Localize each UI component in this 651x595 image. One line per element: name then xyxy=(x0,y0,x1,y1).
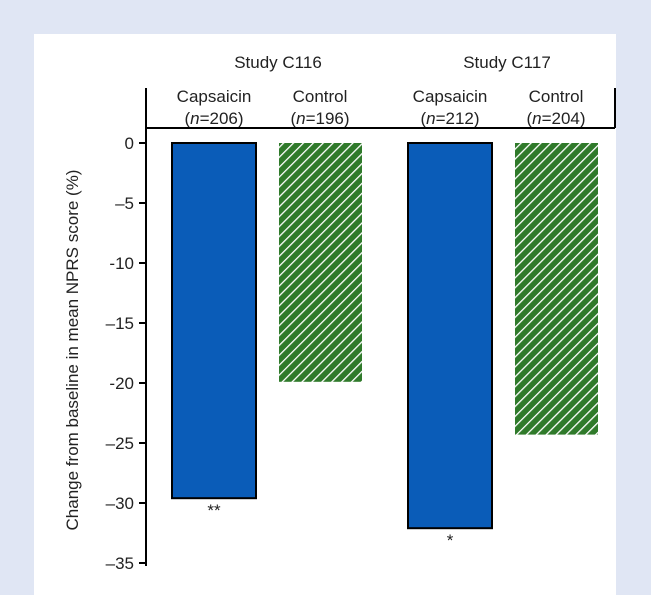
y-tick-label: -10 xyxy=(109,254,134,273)
group-n-label: (n=206) xyxy=(184,109,243,128)
significance-marker: * xyxy=(447,531,454,550)
y-tick-label: –30 xyxy=(106,494,134,513)
group-label: Capsaicin xyxy=(177,87,252,106)
study-headers: Study C116 Capsaicin (n=206) Control (n=196)… xyxy=(177,53,586,128)
y-axis-label: Change from baseline in mean NPRS score … xyxy=(63,170,82,531)
y-tick-label: -20 xyxy=(109,374,134,393)
group-label: Capsaicin xyxy=(413,87,488,106)
control-bar xyxy=(515,143,598,435)
control-bar xyxy=(279,143,362,382)
capsaicin-bar xyxy=(408,143,492,528)
y-tick-label: –15 xyxy=(106,314,134,333)
group-n-label: (n=204) xyxy=(526,109,585,128)
y-tick-label: –25 xyxy=(106,434,134,453)
group-n-label: (n=196) xyxy=(290,109,349,128)
group-label: Control xyxy=(293,87,348,106)
y-tick-label: 0 xyxy=(125,134,134,153)
significance-marker: ** xyxy=(207,501,221,520)
y-tick-label: –5 xyxy=(115,194,134,213)
y-tick-label: –35 xyxy=(106,554,134,573)
y-axis-ticks: 0 –5 -10 –15 -20 –25 –30 –35 xyxy=(106,134,146,573)
group-label: Control xyxy=(529,87,584,106)
bars: *** xyxy=(172,143,598,550)
group-n-label: (n=212) xyxy=(420,109,479,128)
study-title: Study C116 xyxy=(234,53,322,72)
study-title: Study C117 xyxy=(463,53,551,72)
capsaicin-bar xyxy=(172,143,256,498)
